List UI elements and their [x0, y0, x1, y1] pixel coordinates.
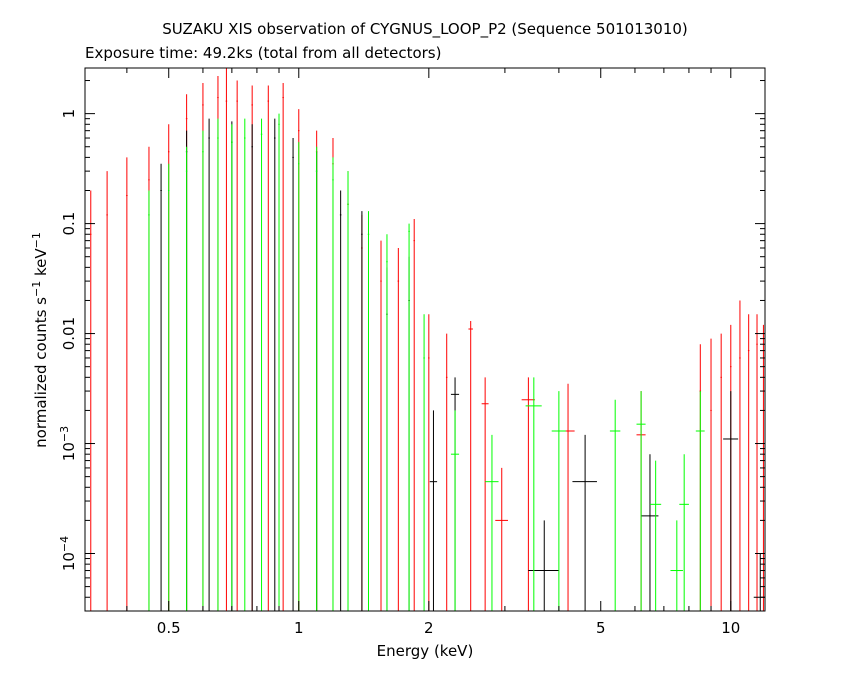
data-point	[380, 240, 382, 611]
data-point	[292, 138, 294, 611]
data-point	[90, 190, 92, 611]
data-point	[551, 391, 566, 611]
x-tick-label: 1	[294, 619, 304, 637]
data-point	[106, 171, 108, 611]
data-point	[231, 124, 233, 611]
data-point	[361, 211, 363, 611]
chart-subtitle: Exposure time: 49.2ks (total from all de…	[85, 44, 442, 62]
data-point	[225, 68, 228, 611]
data-point	[126, 157, 128, 611]
data-point	[561, 383, 575, 611]
data-point	[347, 171, 349, 611]
data-point	[236, 80, 238, 611]
data-point	[339, 190, 342, 611]
data-point	[208, 118, 210, 611]
data-point	[445, 333, 448, 611]
data-point	[160, 163, 162, 611]
data-point	[217, 118, 219, 611]
y-axis-label: normalized counts s−1 keV−1	[30, 232, 50, 448]
y-tick-label: 10−3	[58, 426, 78, 461]
data-point	[495, 467, 509, 611]
data-point	[282, 82, 284, 611]
data-point	[695, 391, 705, 611]
series-2	[148, 113, 705, 611]
chart-title: SUZAKU XIS observation of CYGNUS_LOOP_P2…	[162, 20, 688, 38]
data-point	[315, 146, 318, 611]
data-point	[397, 247, 400, 611]
data-point	[332, 157, 334, 611]
data-point	[386, 234, 388, 611]
data-point	[408, 223, 410, 611]
data-point	[723, 391, 739, 611]
data-point	[274, 118, 276, 611]
series-0	[90, 68, 765, 611]
data-point	[756, 314, 758, 611]
data-point	[428, 314, 430, 611]
data-point	[636, 391, 646, 611]
data-point	[298, 142, 300, 611]
data-point	[260, 118, 263, 611]
x-tick-label: 0.5	[157, 619, 181, 637]
data-point	[244, 118, 246, 611]
x-tick-label: 5	[596, 619, 606, 637]
data-point	[670, 520, 683, 611]
data-point	[185, 146, 188, 611]
data-point	[167, 163, 170, 611]
data-point	[450, 410, 460, 611]
data-point	[267, 85, 270, 611]
data-point	[739, 300, 741, 611]
data-point	[525, 377, 542, 611]
data-point	[429, 410, 438, 611]
x-axis-label: Energy (keV)	[377, 642, 474, 660]
y-tick-label: 1	[60, 109, 78, 119]
data-point	[367, 211, 370, 611]
data-point	[485, 434, 499, 611]
x-tick-label: 10	[721, 619, 740, 637]
tick-marks	[85, 68, 765, 612]
data-point	[251, 124, 253, 611]
data-point	[528, 520, 559, 611]
data-point	[649, 460, 662, 611]
y-tick-label: 0.01	[60, 317, 78, 350]
data-point	[278, 113, 280, 611]
data-point	[423, 314, 425, 611]
data-point	[572, 434, 597, 611]
plot-frame	[84, 67, 766, 612]
data-point	[720, 333, 722, 611]
series-layer	[90, 68, 765, 611]
data-point	[413, 219, 415, 611]
axis-layer: 0.5 1 2 5 10 10−4 10−3 0.01 0.1 1	[58, 68, 765, 637]
data-point	[481, 377, 489, 611]
x-tick-label: 2	[424, 619, 434, 637]
data-point	[148, 190, 150, 611]
data-point	[710, 338, 712, 611]
data-point	[468, 321, 473, 611]
data-point	[202, 130, 204, 611]
y-tick-label: 0.1	[60, 212, 78, 236]
y-tick-label: 10−4	[58, 536, 78, 571]
data-point	[747, 314, 750, 611]
data-point	[679, 454, 689, 611]
data-point	[521, 377, 535, 611]
data-point	[609, 399, 621, 611]
series-1	[160, 118, 765, 611]
